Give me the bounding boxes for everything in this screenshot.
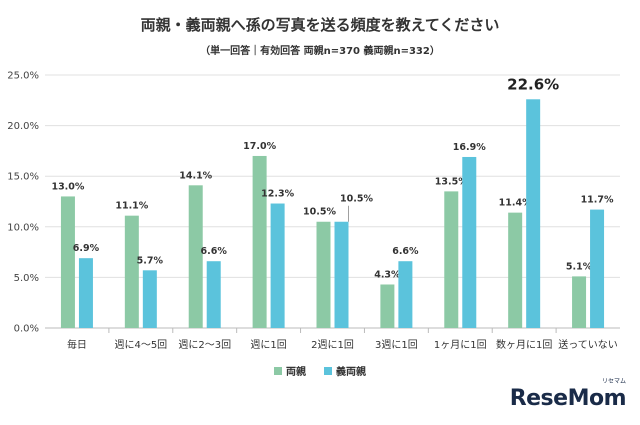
data-label: 16.9%: [453, 142, 486, 153]
data-label: 11.7%: [581, 195, 614, 206]
bar-parents: [252, 155, 267, 328]
bar-in-laws: [78, 258, 93, 328]
bar-parents: [316, 221, 331, 328]
resemom-logo: ReseMom: [509, 386, 627, 411]
data-label: 6.6%: [392, 246, 419, 257]
x-category-label: 2週に1回: [311, 339, 354, 351]
y-tick-label: 20.0%: [7, 121, 39, 132]
bar-in-laws: [526, 99, 541, 329]
data-label: 13.0%: [51, 181, 84, 192]
data-label: 5.1%: [566, 261, 593, 272]
bar-parents: [380, 284, 395, 328]
data-label: 22.6%: [507, 75, 559, 93]
x-category-label: 週に2～3回: [178, 339, 231, 351]
y-tick-label: 25.0%: [7, 71, 39, 82]
bar-parents: [60, 196, 75, 328]
data-label: 4.3%: [374, 269, 401, 280]
data-label: 13.5%: [435, 176, 468, 187]
legend-label-in-laws: 義両親: [336, 367, 366, 378]
x-category-label: 3週に1回: [375, 339, 418, 351]
bar-parents: [444, 191, 459, 328]
bar-in-laws: [590, 209, 605, 328]
x-category-label: 週に4～5回: [114, 339, 167, 351]
bar-in-laws: [142, 270, 157, 328]
legend-swatch-in-laws: [324, 366, 332, 375]
chart-title: 両親・義両親へ孫の写真を送る頻度を教えてください: [140, 16, 500, 34]
bar-in-laws: [270, 203, 285, 328]
legend-item-in-laws: 義両親: [324, 363, 366, 378]
x-category-label: 送っていない: [558, 338, 618, 351]
data-label: 11.1%: [115, 201, 148, 212]
x-category-label: 1ヶ月に1回: [434, 339, 487, 351]
data-label: 10.5%: [340, 194, 373, 205]
bar-parents: [124, 215, 139, 328]
bar-in-laws: [334, 221, 349, 328]
bar-parents: [188, 185, 203, 328]
data-label: 12.3%: [261, 189, 294, 200]
data-label: 11.4%: [499, 198, 532, 209]
logo-ruby: リセマム: [601, 378, 626, 385]
x-category-label: 週に1回: [250, 339, 286, 351]
y-tick-label: 15.0%: [7, 172, 39, 183]
data-label: 14.1%: [179, 170, 212, 181]
bar-in-laws: [398, 261, 413, 328]
bar-in-laws: [462, 156, 477, 328]
x-category-label: 毎日: [67, 338, 87, 351]
data-label: 17.0%: [243, 141, 276, 152]
legend-label-parents: 両親: [286, 367, 306, 378]
y-tick-label: 0.0%: [14, 324, 39, 335]
y-tick-label: 5.0%: [14, 273, 39, 284]
data-label: 6.6%: [201, 246, 228, 257]
chart-subtitle: （単一回答｜有効回答 両親n=370 義両親n=332）: [200, 46, 440, 57]
bar-in-laws: [206, 261, 221, 328]
data-label: 10.5%: [303, 207, 336, 218]
legend-swatch-parents: [274, 366, 282, 375]
legend-item-parents: 両親: [274, 363, 306, 378]
bar-parents: [508, 212, 523, 328]
data-label: 6.9%: [73, 243, 100, 254]
chart-legend: 両親 義両親: [0, 363, 640, 378]
x-category-label: 数ヶ月に1回: [496, 338, 552, 351]
y-tick-label: 10.0%: [7, 222, 39, 233]
data-label: 5.7%: [137, 255, 164, 266]
bar-parents: [572, 276, 587, 328]
